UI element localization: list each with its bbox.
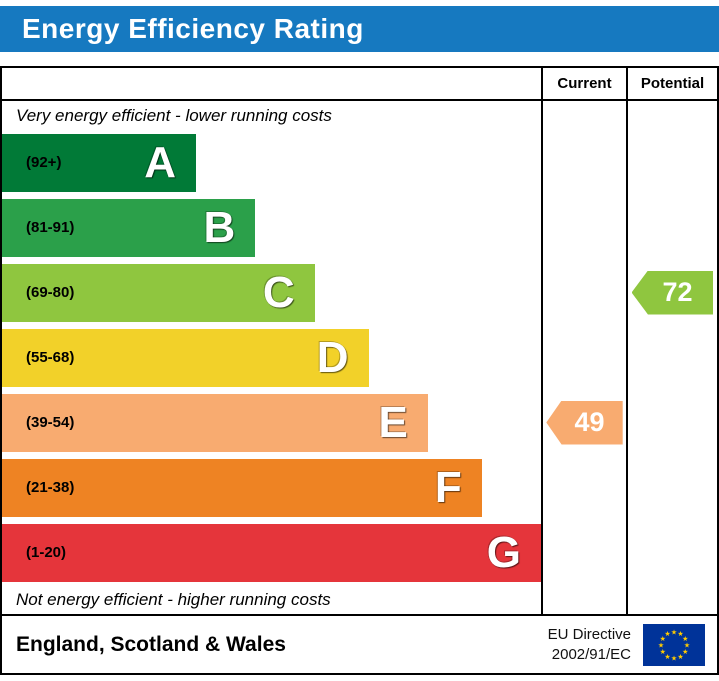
current-column-header: Current [541,68,626,99]
column-header-row: Current Potential [2,68,717,101]
band-row-c: (69-80) C 72 [2,260,717,325]
potential-cell [626,325,717,390]
potential-rating-arrow: 72 [631,270,714,315]
band-range-c: (69-80) [26,284,75,301]
svg-text:★: ★ [671,628,677,636]
svg-text:★: ★ [664,652,670,660]
current-rating-value: 49 [574,407,605,437]
band-row-g: (1-20) G [2,520,717,585]
band-row-f: (21-38) F [2,455,717,520]
band-bar-e: (39-54) E [2,393,428,452]
top-caption-row: Very energy efficient - lower running co… [2,101,717,130]
potential-cell [626,130,717,195]
band-bar-c: (69-80) C [2,263,315,322]
svg-text:★: ★ [658,641,664,649]
potential-column-header: Potential [626,68,717,99]
band-letter-g: G [486,527,521,577]
current-cell [541,325,626,390]
band-letter-d: D [316,332,349,382]
band-range-b: (81-91) [26,219,75,236]
svg-text:★: ★ [677,630,683,638]
band-row-a: (92+) A [2,130,717,195]
band-bar-g: (1-20) G [2,523,541,582]
eu-directive-line2: 2002/91/EC [551,645,631,663]
current-cell [541,260,626,325]
potential-cell [626,195,717,260]
eu-directive-line1: EU Directive [547,626,631,643]
band-row-d: (55-68) D [2,325,717,390]
band-letter-a: A [144,137,177,187]
band-bar-b: (81-91) B [2,198,256,257]
band-letter-e: E [378,397,408,447]
svg-text:★: ★ [677,652,683,660]
current-cell [541,455,626,520]
bottom-caption: Not energy efficient - higher running co… [16,589,331,609]
column-header-spacer [2,68,541,99]
band-range-d: (55-68) [26,349,75,366]
svg-text:★: ★ [671,654,677,662]
potential-cell [626,520,717,585]
svg-text:★: ★ [684,641,690,649]
band-letter-c: C [262,267,295,317]
potential-cell: 72 [626,260,717,325]
potential-column-label: Potential [640,75,705,92]
band-range-f: (21-38) [26,479,75,496]
svg-text:★: ★ [660,648,666,656]
eu-flag-icon: ★ ★★★★★★★★★★★ [643,623,705,666]
current-cell [541,130,626,195]
band-range-g: (1-20) [26,544,67,561]
footer: England, Scotland & Wales EU Directive 2… [2,614,717,673]
potential-cell [626,585,717,614]
svg-text:★: ★ [660,635,666,643]
band-bar-a: (92+) A [2,133,197,192]
band-bar-f: (21-38) F [2,458,482,517]
current-rating-arrow: 49 [546,400,623,445]
potential-cell [626,101,717,130]
potential-cell [626,390,717,455]
band-bar-d: (55-68) D [2,328,369,387]
band-range-e: (39-54) [26,414,75,431]
current-cell [541,585,626,614]
region-label: England, Scotland & Wales [16,632,286,656]
header-banner: Energy Efficiency Rating [0,6,719,52]
epc-chart: Current Potential Very energy efficient … [2,68,717,614]
current-cell [541,101,626,130]
current-column-label: Current [557,75,612,92]
eu-directive-label: EU Directive 2002/91/EC [548,625,631,664]
band-row-b: (81-91) B [2,195,717,260]
svg-text:★: ★ [682,648,688,656]
potential-rating-value: 72 [662,277,693,307]
band-letter-b: B [203,202,236,252]
epc-chart-frame: Current Potential Very energy efficient … [0,66,719,675]
band-range-a: (92+) [26,154,62,171]
current-cell [541,195,626,260]
band-letter-f: F [434,462,462,512]
svg-text:★: ★ [682,635,688,643]
current-cell: 49 [541,390,626,455]
page-title: Energy Efficiency Rating [22,13,364,44]
bottom-caption-row: Not energy efficient - higher running co… [2,585,717,614]
svg-text:★: ★ [664,630,670,638]
band-row-e: (39-54) E 49 [2,390,717,455]
current-cell [541,520,626,585]
top-caption: Very energy efficient - lower running co… [16,105,332,125]
potential-cell [626,455,717,520]
